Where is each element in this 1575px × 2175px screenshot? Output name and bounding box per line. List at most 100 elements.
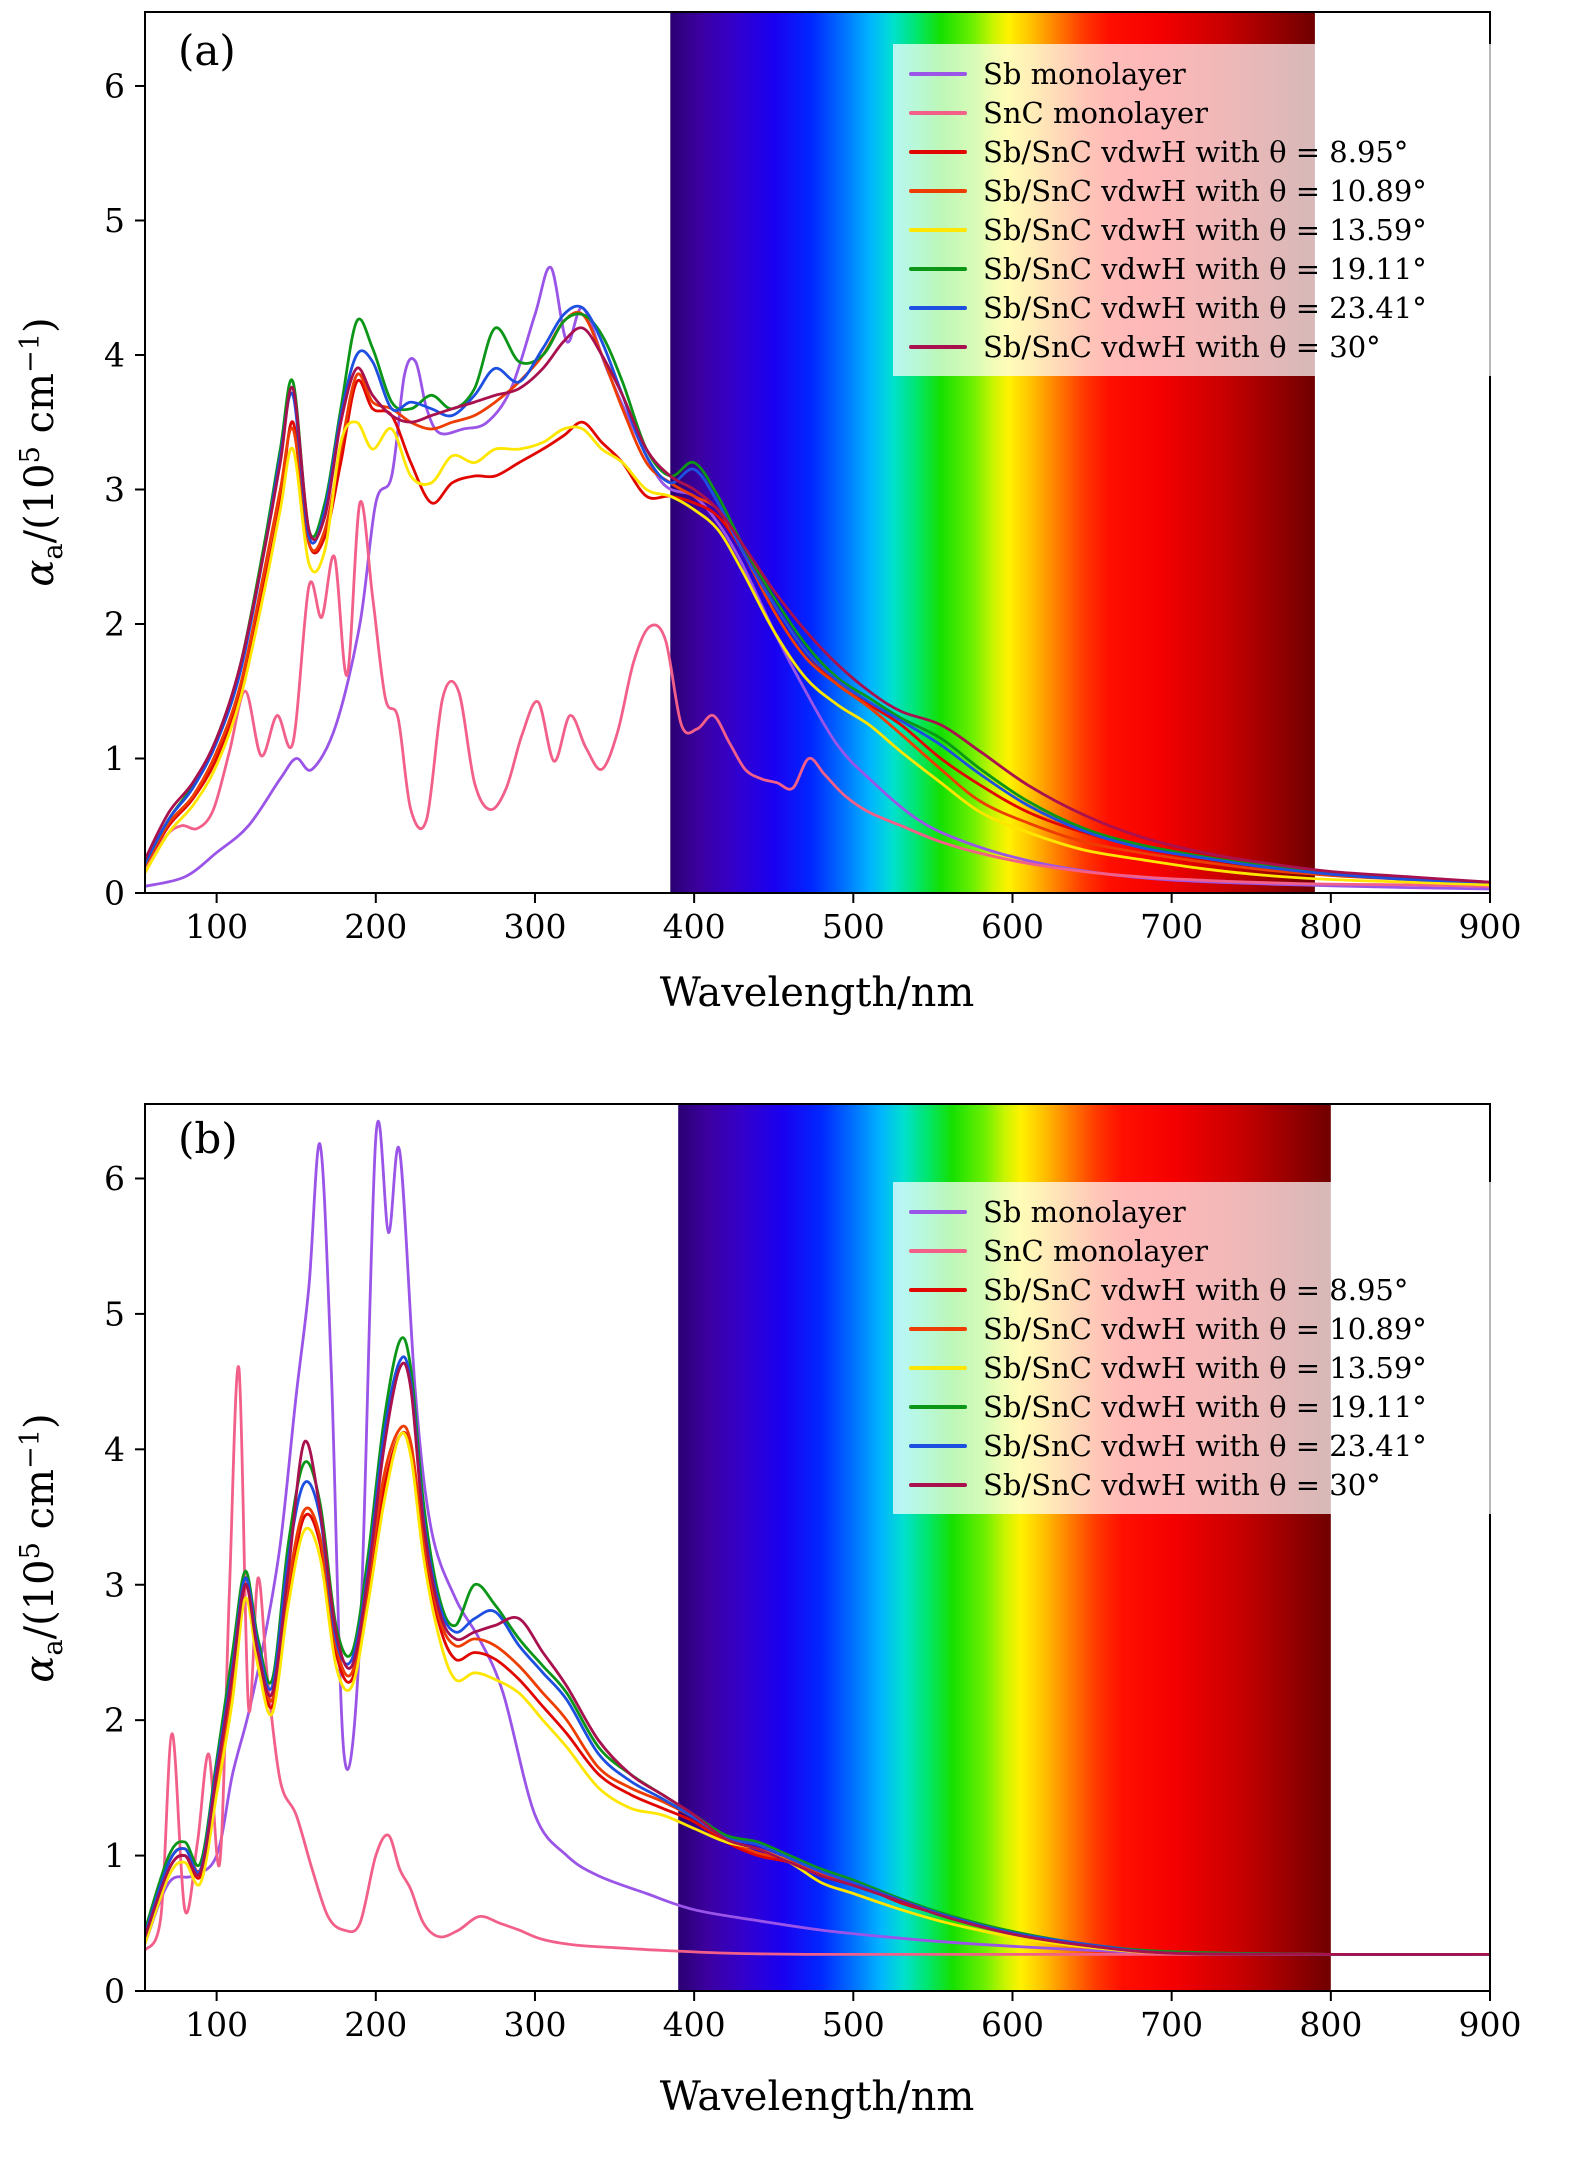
ylabel-close: ): [17, 1413, 64, 1429]
legend-item-label: Sb/SnC vdwH with θ = 10.89°: [983, 1311, 1427, 1346]
ylabel-text: /(10: [17, 463, 64, 544]
legend-item-label: Sb/SnC vdwH with θ = 8.95°: [983, 1272, 1409, 1307]
y-tick-label: 0: [104, 1972, 125, 2011]
legend-swatch-line: [909, 227, 967, 232]
legend-item-label: Sb/SnC vdwH with θ = 19.11°: [983, 1389, 1427, 1424]
y-tick-label: 4: [104, 336, 125, 375]
x-tick-label: 700: [1140, 907, 1203, 946]
x-tick-label: 700: [1140, 2005, 1203, 2044]
y-tick-label: 2: [104, 1701, 125, 1740]
x-tick-label: 500: [822, 907, 885, 946]
x-tick-label: 300: [503, 907, 566, 946]
y-tick-label: 0: [104, 874, 125, 913]
legend-item-label: Sb/SnC vdwH with θ = 23.41°: [983, 290, 1427, 325]
x-tick-label: 500: [822, 2005, 885, 2044]
ylabel-subscript: a: [38, 1639, 70, 1656]
ylabel-symbol: α: [17, 1655, 64, 1683]
legend-item: Sb/SnC vdwH with θ = 30°: [909, 1465, 1475, 1504]
y-tick-label: 6: [104, 67, 125, 106]
panel-label-a: (a): [178, 26, 236, 75]
legend-swatch-line: [909, 1443, 967, 1448]
legend-item-label: SnC monolayer: [983, 95, 1209, 130]
x-tick-label: 200: [344, 2005, 407, 2044]
ylabel-exponent: 5: [14, 1542, 46, 1560]
ylabel-unit: cm: [17, 1469, 64, 1543]
legend-item: Sb/SnC vdwH with θ = 23.41°: [909, 1426, 1475, 1465]
legend-swatch-line: [909, 1287, 967, 1292]
legend-item-label: Sb/SnC vdwH with θ = 23.41°: [983, 1428, 1427, 1463]
y-axis-label-b: αa/(105 cm−1): [15, 1413, 69, 1682]
axes-frame: [144, 11, 1491, 894]
legend-item: SnC monolayer: [909, 1231, 1475, 1270]
legend-swatch-line: [909, 110, 967, 115]
legend-item-label: Sb/SnC vdwH with θ = 30°: [983, 329, 1381, 364]
y-tick-label: 6: [104, 1159, 125, 1198]
y-axis-label-a: αa/(105 cm−1): [15, 317, 69, 586]
legend-item-label: Sb/SnC vdwH with θ = 30°: [983, 1467, 1381, 1502]
legend-item: Sb/SnC vdwH with θ = 8.95°: [909, 1270, 1475, 1309]
legend-b: Sb monolayer SnC monolayer Sb/SnC vdwH wit…: [893, 1182, 1491, 1514]
legend-swatch-line: [909, 149, 967, 154]
legend-item: Sb/SnC vdwH with θ = 30°: [909, 327, 1475, 366]
legend-swatch-line: [909, 71, 967, 76]
x-tick-label: 800: [1299, 907, 1362, 946]
ylabel-symbol: α: [17, 559, 64, 587]
x-tick-label: 300: [503, 2005, 566, 2044]
x-tick-label: 400: [663, 907, 726, 946]
ylabel-exponent: 5: [14, 446, 46, 464]
ylabel-text: /(10: [17, 1559, 64, 1640]
legend-item-label: Sb/SnC vdwH with θ = 10.89°: [983, 173, 1427, 208]
legend-swatch-line: [909, 305, 967, 310]
legend-item: Sb/SnC vdwH with θ = 13.59°: [909, 1348, 1475, 1387]
axes-frame: [144, 1103, 1491, 1992]
x-axis-label-a: Wavelength/nm: [659, 970, 975, 1016]
legend-item: Sb/SnC vdwH with θ = 8.95°: [909, 132, 1475, 171]
ylabel-subscript: a: [38, 543, 70, 560]
x-tick-label: 600: [981, 907, 1044, 946]
y-tick-label: 3: [104, 1565, 125, 1604]
series-line: [145, 1361, 1490, 1956]
panel-label-b: (b): [178, 1114, 238, 1163]
legend-item: Sb/SnC vdwH with θ = 10.89°: [909, 171, 1475, 210]
legend-swatch-line: [909, 1209, 967, 1214]
legend-swatch-line: [909, 1248, 967, 1253]
subplot-a: 100 200 300 400 500 600 700 800 900 0 1 2 3 4 5 6 (a) α…: [15, 11, 1522, 1016]
series-line: [145, 420, 1490, 887]
legend-item-label: SnC monolayer: [983, 1233, 1209, 1268]
legend-item: Sb/SnC vdwH with θ = 13.59°: [909, 210, 1475, 249]
y-tick-label: 1: [104, 1836, 125, 1875]
legend-item: Sb/SnC vdwH with θ = 10.89°: [909, 1309, 1475, 1348]
x-tick-label: 800: [1299, 2005, 1362, 2044]
legend-item: Sb monolayer: [909, 54, 1475, 93]
x-tick-label: 900: [1459, 907, 1522, 946]
legend-swatch-line: [909, 188, 967, 193]
legend-item-label: Sb/SnC vdwH with θ = 13.59°: [983, 1350, 1427, 1385]
y-tick-label: 5: [104, 201, 125, 240]
x-tick-label: 900: [1459, 2005, 1522, 2044]
legend-swatch-line: [909, 1365, 967, 1370]
ylabel-exponent-2: −1: [14, 1428, 46, 1470]
legend-swatch-line: [909, 344, 967, 349]
y-tick-label: 3: [104, 470, 125, 509]
ylabel-exponent-2: −1: [14, 332, 46, 374]
y-tick-label: 2: [104, 605, 125, 644]
legend-a: Sb monolayer SnC monolayer Sb/SnC vdwH wit…: [893, 44, 1491, 376]
series-line: [145, 500, 1490, 888]
legend-item: Sb monolayer: [909, 1192, 1475, 1231]
y-tick-label: 5: [104, 1294, 125, 1333]
x-tick-label: 100: [185, 2005, 248, 2044]
legend-swatch-line: [909, 266, 967, 271]
ylabel-unit: cm: [17, 373, 64, 447]
series-line: [145, 1431, 1490, 1956]
x-tick-label: 400: [663, 2005, 726, 2044]
legend-swatch-line: [909, 1482, 967, 1487]
series-line: [145, 310, 1490, 884]
x-tick-label: 100: [185, 907, 248, 946]
legend-item: Sb/SnC vdwH with θ = 19.11°: [909, 249, 1475, 288]
x-tick-label: 600: [981, 2005, 1044, 2044]
x-tick-label: 200: [344, 907, 407, 946]
legend-swatch-line: [909, 1404, 967, 1409]
subplot-b: 100 200 300 400 500 600 700 800 900 0 1 2 3 4 5 6 (b) α…: [0, 1088, 1575, 2175]
y-tick-label: 1: [104, 739, 125, 778]
